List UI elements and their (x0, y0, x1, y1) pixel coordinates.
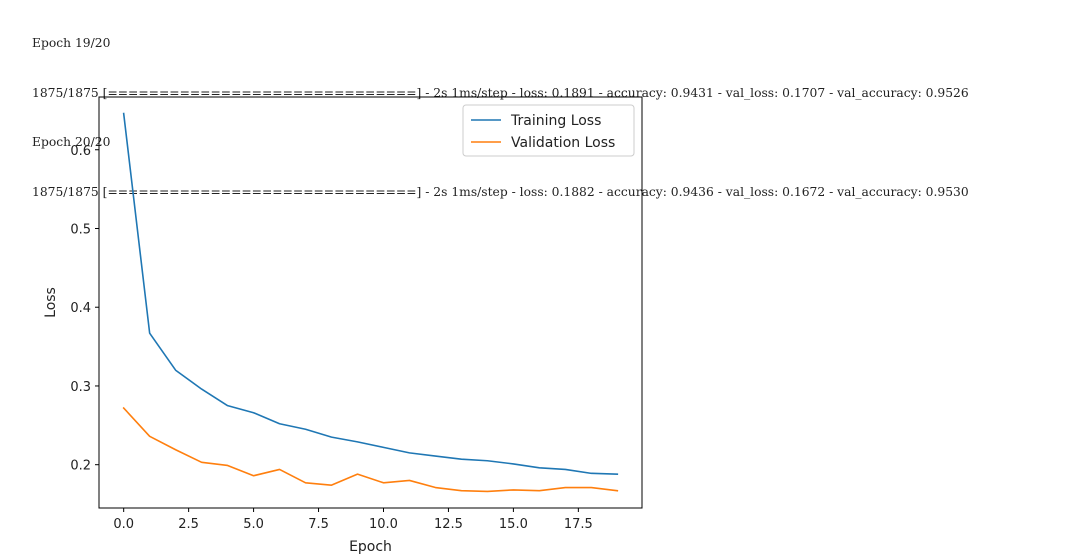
y-tick-label: 0.3 (70, 380, 91, 395)
console-line: Epoch 19/20 (32, 36, 111, 50)
y-tick-label: 0.4 (70, 301, 91, 316)
legend-label: Training Loss (510, 113, 601, 129)
legend-box (462, 104, 635, 157)
y-tick-label: 0.5 (70, 222, 91, 237)
y-tick-label: 0.6 (70, 144, 91, 159)
x-axis: 0.0 2.5 5.0 7.5 10.0 12.5 15.0 17.5 (113, 508, 593, 532)
series-line-validation-loss (122, 406, 619, 493)
console-output: Epoch 19/20 1875/1875 [=================… (32, 2, 969, 217)
console-line: 1875/1875 [=============================… (32, 184, 969, 199)
x-tick-label: 12.5 (434, 517, 463, 532)
x-tick-label: 10.0 (369, 517, 398, 532)
series-line-training-loss (122, 112, 619, 475)
legend-label: Validation Loss (511, 135, 615, 151)
axes-frame (98, 96, 643, 509)
x-tick-label: 2.5 (178, 517, 199, 532)
x-tick-label: 17.5 (564, 517, 593, 532)
x-tick-label: 7.5 (308, 517, 329, 532)
y-tick-label: 0.2 (70, 459, 91, 474)
x-tick-label: 5.0 (243, 517, 264, 532)
console-line: Epoch 20/20 (32, 135, 111, 149)
chart-marks (122, 112, 619, 493)
x-axis-label: Epoch (349, 539, 392, 555)
y-axis: 0.2 0.3 0.4 0.5 0.6 (70, 144, 99, 474)
x-tick-label: 15.0 (499, 517, 528, 532)
x-tick-label: 0.0 (113, 517, 134, 532)
legend: Training Loss Validation Loss (462, 104, 635, 157)
y-axis-label: Loss (43, 287, 59, 318)
console-line: 1875/1875 [=============================… (32, 85, 969, 100)
